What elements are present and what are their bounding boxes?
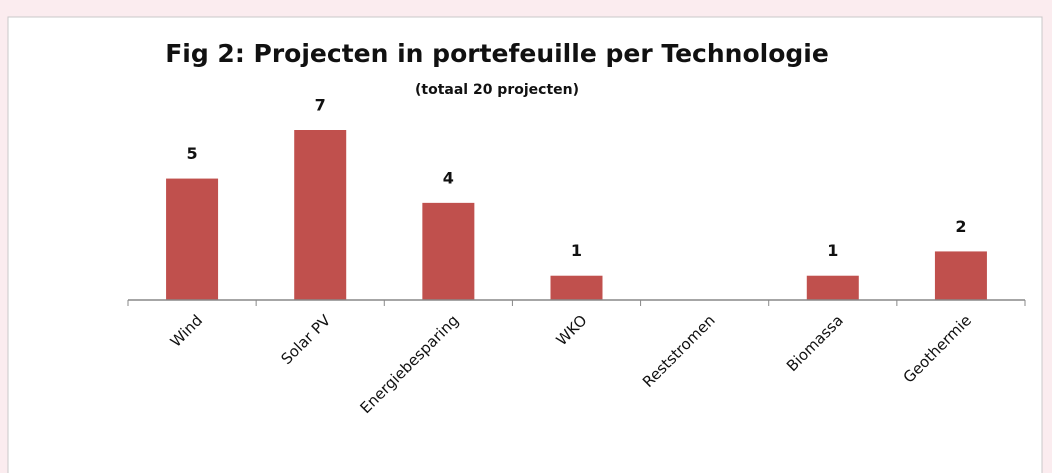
bar [806, 275, 859, 300]
data-label: 7 [315, 96, 326, 115]
data-label: 5 [187, 144, 198, 163]
bar [294, 130, 347, 300]
data-label: 2 [955, 217, 966, 236]
data-label: 1 [571, 241, 582, 260]
bar [422, 202, 475, 300]
data-label: 4 [443, 168, 454, 187]
bar [934, 251, 987, 300]
chart-subtitle: (totaal 20 projecten) [415, 82, 579, 98]
bar [550, 275, 603, 300]
bar [166, 178, 219, 300]
data-label: 1 [827, 241, 838, 260]
chart-title: Fig 2: Projecten in portefeuille per Tec… [165, 39, 829, 68]
